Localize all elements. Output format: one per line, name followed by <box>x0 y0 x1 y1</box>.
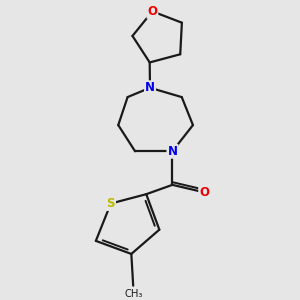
Text: N: N <box>145 81 155 94</box>
Text: N: N <box>167 145 177 158</box>
Text: O: O <box>199 186 209 199</box>
Text: S: S <box>106 197 115 210</box>
Text: O: O <box>147 5 158 18</box>
Text: CH₃: CH₃ <box>124 289 142 299</box>
